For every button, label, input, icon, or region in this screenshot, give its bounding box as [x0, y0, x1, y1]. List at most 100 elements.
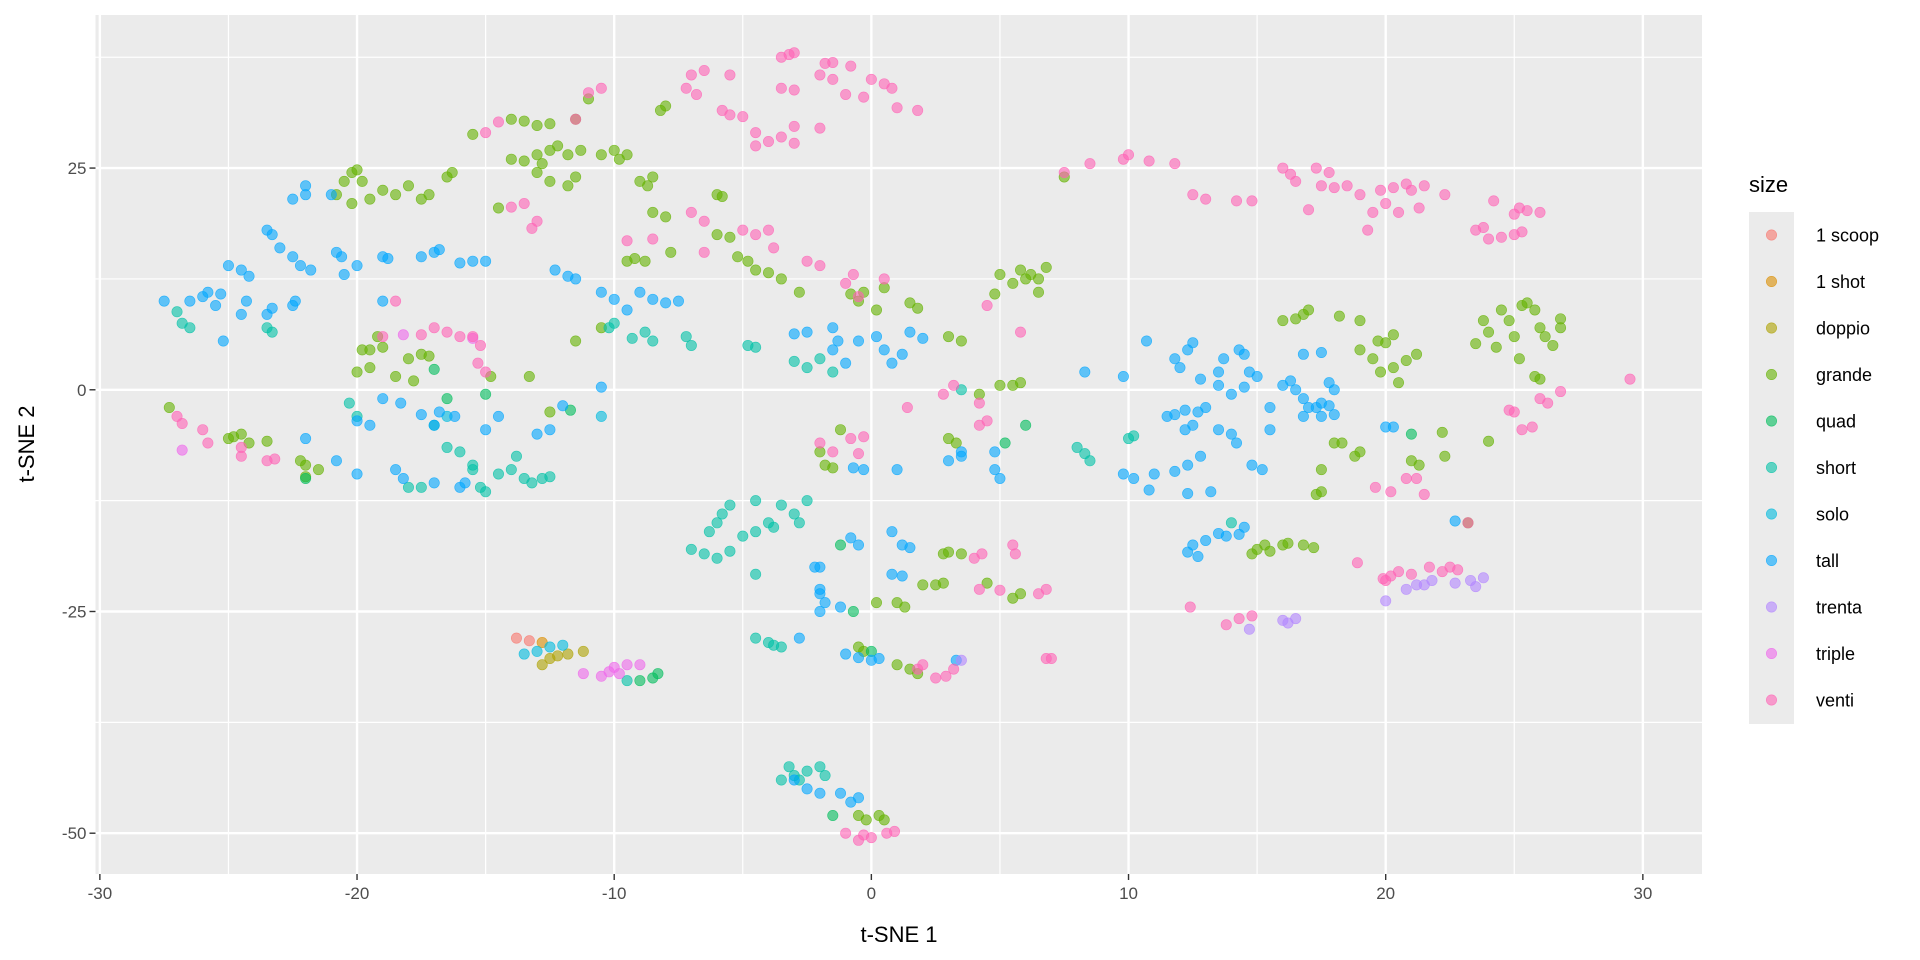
data-point	[446, 167, 458, 179]
data-point	[1400, 583, 1412, 595]
data-point	[395, 397, 407, 409]
data-point	[595, 381, 607, 393]
data-point	[1015, 264, 1027, 276]
data-point	[711, 552, 723, 564]
data-point	[536, 659, 548, 671]
data-point	[210, 300, 222, 312]
data-point	[871, 331, 883, 343]
legend: size 1 scoop 1 shot doppio grande quad short s…	[1749, 172, 1879, 724]
data-point	[608, 144, 620, 156]
data-point	[1449, 515, 1461, 527]
data-point	[467, 464, 479, 476]
data-point	[351, 164, 363, 176]
data-point	[943, 331, 955, 343]
data-point	[858, 91, 870, 103]
legend-item: grande	[1766, 365, 1872, 385]
data-point	[1516, 424, 1528, 436]
data-point	[845, 433, 857, 445]
data-point	[647, 206, 659, 218]
data-point	[544, 118, 556, 130]
data-point	[346, 198, 358, 210]
data-point	[1323, 400, 1335, 412]
data-point	[912, 104, 924, 116]
data-point	[454, 331, 466, 343]
data-point	[1483, 435, 1495, 447]
data-point	[1555, 313, 1567, 325]
data-point	[672, 295, 684, 307]
data-point	[853, 539, 865, 551]
data-point	[1521, 205, 1533, 217]
data-point	[634, 659, 646, 671]
data-point	[621, 675, 633, 687]
data-point	[1349, 450, 1361, 462]
data-point	[1143, 484, 1155, 496]
x-tick-label: 0	[867, 884, 876, 903]
data-point	[312, 464, 324, 476]
data-point	[549, 264, 561, 276]
data-point	[840, 827, 852, 839]
data-point	[1323, 167, 1335, 179]
data-point	[801, 765, 813, 777]
data-point	[1182, 488, 1194, 500]
data-point	[300, 459, 312, 471]
x-tick-label: -20	[345, 884, 370, 903]
data-point	[775, 273, 787, 285]
legend-item: 1 scoop	[1766, 226, 1879, 246]
data-point	[937, 577, 949, 589]
data-point	[621, 304, 633, 316]
data-point	[999, 437, 1011, 449]
data-point	[1128, 430, 1140, 442]
data-point	[1282, 537, 1294, 549]
data-point	[415, 481, 427, 493]
data-point	[1393, 377, 1405, 389]
data-point	[382, 253, 394, 265]
data-point	[531, 428, 543, 440]
data-point	[665, 246, 677, 258]
legend-item: trenta	[1766, 598, 1863, 618]
data-point	[827, 446, 839, 458]
legend-title: size	[1749, 172, 1788, 197]
data-point	[1277, 162, 1289, 174]
data-point	[570, 273, 582, 285]
data-point	[891, 464, 903, 476]
data-point	[873, 652, 885, 664]
data-point	[428, 477, 440, 489]
legend-label: venti	[1816, 691, 1854, 711]
data-point	[1192, 551, 1204, 563]
data-point	[1213, 366, 1225, 378]
data-point	[423, 189, 435, 201]
data-point	[814, 122, 826, 134]
data-point	[1084, 455, 1096, 467]
data-point	[698, 65, 710, 77]
data-point	[1233, 613, 1245, 625]
data-point	[801, 326, 813, 338]
data-points	[158, 47, 1636, 846]
legend-item: venti	[1766, 691, 1854, 711]
data-point	[1161, 410, 1173, 422]
data-point	[642, 180, 654, 192]
data-point	[973, 397, 985, 409]
data-point	[762, 267, 774, 279]
data-point	[492, 410, 504, 422]
data-point	[582, 87, 594, 99]
data-point	[467, 331, 479, 343]
data-point	[989, 288, 1001, 300]
data-point	[577, 668, 589, 680]
data-point	[1117, 468, 1129, 480]
data-point	[814, 353, 826, 365]
data-point	[184, 295, 196, 307]
data-point	[814, 761, 826, 773]
data-point	[595, 286, 607, 298]
data-point	[1452, 564, 1464, 576]
data-point	[526, 477, 538, 489]
data-point	[1220, 530, 1232, 542]
data-point	[531, 120, 543, 132]
data-point	[788, 355, 800, 367]
data-point	[467, 128, 479, 140]
data-point	[472, 357, 484, 369]
data-point	[981, 300, 993, 312]
data-point	[1367, 353, 1379, 365]
data-point	[441, 393, 453, 405]
data-point	[1169, 158, 1181, 170]
data-point	[266, 326, 278, 338]
